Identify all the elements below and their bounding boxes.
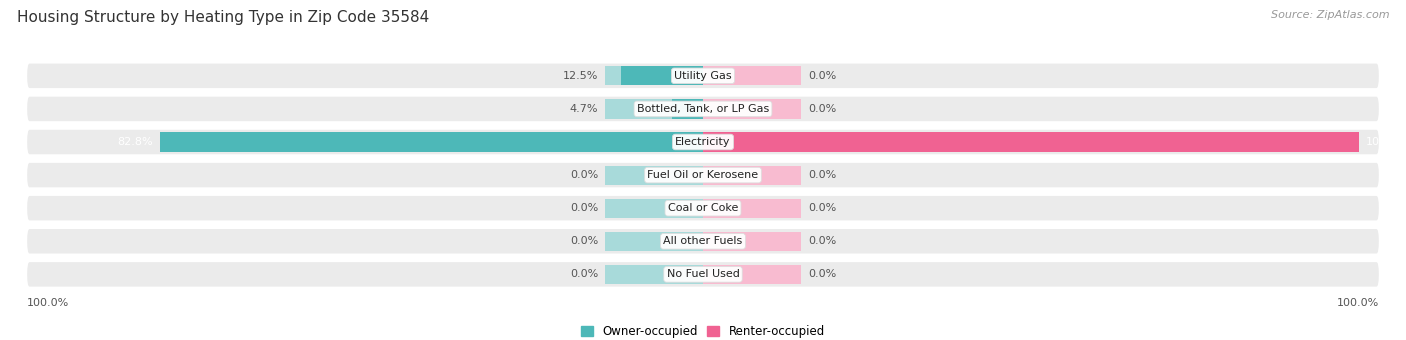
Bar (605, 132, 703, 152)
FancyBboxPatch shape (27, 196, 1379, 220)
Bar (703, 265, 801, 284)
Bar (672, 99, 703, 119)
Text: Utility Gas: Utility Gas (675, 71, 731, 81)
Text: 0.0%: 0.0% (569, 203, 598, 213)
Bar (703, 232, 801, 251)
Text: 12.5%: 12.5% (562, 71, 598, 81)
Text: 0.0%: 0.0% (808, 170, 837, 180)
Text: 4.7%: 4.7% (569, 104, 598, 114)
FancyBboxPatch shape (27, 262, 1379, 287)
Text: 100.0%: 100.0% (1337, 298, 1379, 308)
Text: 0.0%: 0.0% (569, 170, 598, 180)
Bar (621, 66, 703, 85)
Bar (703, 66, 801, 85)
Text: No Fuel Used: No Fuel Used (666, 269, 740, 279)
Text: Bottled, Tank, or LP Gas: Bottled, Tank, or LP Gas (637, 104, 769, 114)
Text: Source: ZipAtlas.com: Source: ZipAtlas.com (1271, 10, 1389, 20)
Text: 0.0%: 0.0% (569, 269, 598, 279)
Text: 0.0%: 0.0% (808, 203, 837, 213)
Text: 100.0%: 100.0% (27, 298, 69, 308)
FancyBboxPatch shape (27, 97, 1379, 121)
Text: 0.0%: 0.0% (808, 269, 837, 279)
Text: 82.8%: 82.8% (118, 137, 153, 147)
Bar (703, 199, 801, 218)
Text: All other Fuels: All other Fuels (664, 236, 742, 246)
FancyBboxPatch shape (27, 130, 1379, 154)
FancyBboxPatch shape (27, 64, 1379, 88)
Text: Electricity: Electricity (675, 137, 731, 147)
Bar (605, 99, 703, 119)
Bar (605, 66, 703, 85)
Bar (703, 132, 801, 152)
Text: Housing Structure by Heating Type in Zip Code 35584: Housing Structure by Heating Type in Zip… (17, 10, 429, 25)
FancyBboxPatch shape (27, 229, 1379, 254)
Bar (605, 199, 703, 218)
Bar (605, 166, 703, 185)
Bar (703, 132, 1360, 152)
Text: Coal or Coke: Coal or Coke (668, 203, 738, 213)
Text: 0.0%: 0.0% (808, 71, 837, 81)
Bar (703, 99, 801, 119)
Bar (605, 265, 703, 284)
Bar (703, 166, 801, 185)
Text: 0.0%: 0.0% (808, 104, 837, 114)
Bar (605, 232, 703, 251)
Text: 100.0%: 100.0% (1365, 137, 1406, 147)
Text: 0.0%: 0.0% (569, 236, 598, 246)
Legend: Owner-occupied, Renter-occupied: Owner-occupied, Renter-occupied (581, 325, 825, 338)
FancyBboxPatch shape (27, 163, 1379, 187)
Text: 0.0%: 0.0% (808, 236, 837, 246)
Text: Fuel Oil or Kerosene: Fuel Oil or Kerosene (647, 170, 759, 180)
Bar (160, 132, 703, 152)
